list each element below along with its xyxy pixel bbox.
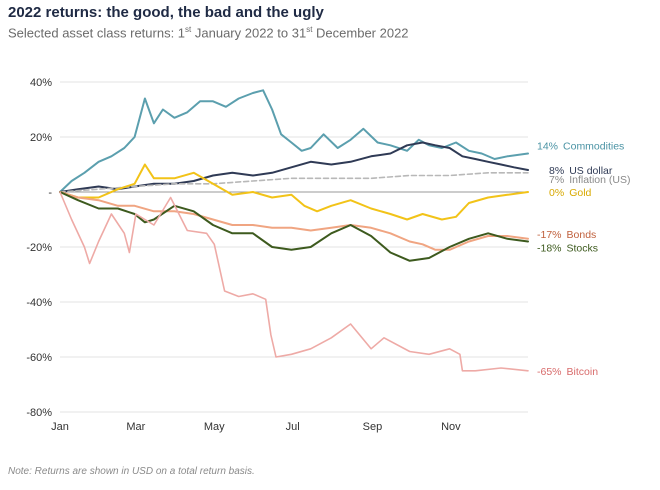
end-label-bitcoin: -65% Bitcoin xyxy=(537,366,598,378)
end-value-gold: 0% xyxy=(549,187,564,199)
end-value-bitcoin: -65% xyxy=(537,366,562,378)
end-label-us-dollar: 8% US dollar xyxy=(549,165,613,177)
y-tick-label: -80% xyxy=(26,407,52,419)
end-value-inflation-us: 7% xyxy=(549,174,564,186)
y-tick-label: -60% xyxy=(26,352,52,364)
subtitle-ordinal-start: st xyxy=(185,25,192,34)
series-line-gold xyxy=(59,163,529,221)
series-name-bitcoin: Bitcoin xyxy=(567,366,599,378)
x-tick-label: Mar xyxy=(126,421,145,433)
series-name-us-dollar: US dollar xyxy=(569,165,613,177)
end-value-commodities: 14% xyxy=(537,141,558,153)
subtitle-suffix: December 2022 xyxy=(312,25,409,41)
chart-footnote: Note: Returns are shown in USD on a tota… xyxy=(8,466,255,477)
end-label-gold: 0% Gold xyxy=(549,187,592,199)
chart-title: 2022 returns: the good, the bad and the … xyxy=(8,4,324,21)
series-line-bitcoin xyxy=(59,191,529,372)
chart-subtitle: Selected asset class returns: 1st Januar… xyxy=(8,25,409,40)
end-value-stocks: -18% xyxy=(537,243,562,255)
end-label-inflation-us: 7% Inflation (US) xyxy=(549,174,630,186)
series-line-inflation-us xyxy=(59,172,529,193)
subtitle-prefix: Selected asset class returns: 1 xyxy=(8,25,186,41)
x-tick-label: May xyxy=(204,421,225,433)
series-name-bonds: Bonds xyxy=(567,229,597,241)
x-tick-label: Sep xyxy=(363,421,383,433)
series-name-commodities: Commodities xyxy=(563,141,624,153)
y-tick-label: -20% xyxy=(26,242,52,254)
series-name-gold: Gold xyxy=(569,187,591,199)
end-label-bonds: -17% Bonds xyxy=(537,229,596,241)
y-tick-label: 40% xyxy=(30,77,52,89)
series-name-inflation-us: Inflation (US) xyxy=(569,174,630,186)
series-name-stocks: Stocks xyxy=(567,243,599,255)
y-tick-label: - xyxy=(48,187,52,199)
x-tick-label: Nov xyxy=(441,421,461,433)
y-tick-label: 20% xyxy=(30,132,52,144)
series-line-commodities xyxy=(59,89,529,193)
subtitle-ordinal-end: st xyxy=(306,25,313,34)
end-value-us-dollar: 8% xyxy=(549,165,564,177)
y-tick-label: -40% xyxy=(26,297,52,309)
x-tick-label: Jul xyxy=(286,421,300,433)
x-tick-label: Jan xyxy=(51,421,69,433)
end-label-stocks: -18% Stocks xyxy=(537,243,598,255)
subtitle-middle: January 2022 to 31 xyxy=(191,25,307,41)
end-label-commodities: 14% Commodities xyxy=(537,141,624,153)
series-line-bonds xyxy=(59,191,529,251)
end-value-bonds: -17% xyxy=(537,229,562,241)
